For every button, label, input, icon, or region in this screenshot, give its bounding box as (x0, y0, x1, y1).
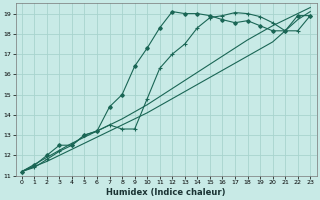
X-axis label: Humidex (Indice chaleur): Humidex (Indice chaleur) (106, 188, 226, 197)
